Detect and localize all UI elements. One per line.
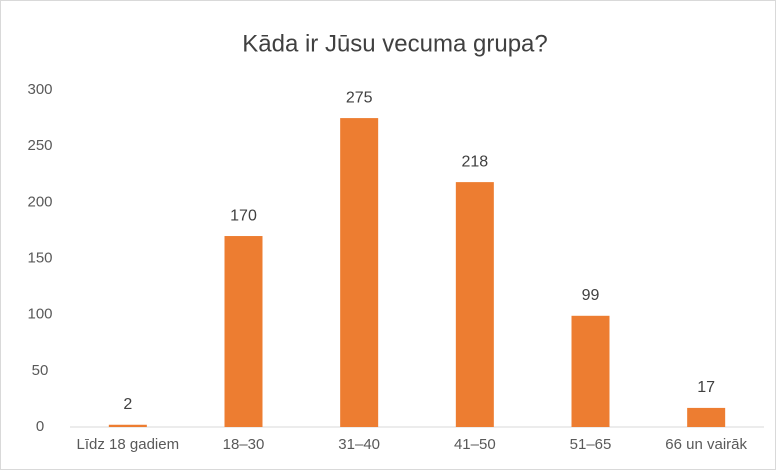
y-tick-label: 250: [27, 137, 52, 154]
bar: [571, 315, 610, 427]
chart-title: Kāda ir Jūsu vecuma grupa?: [242, 30, 548, 57]
x-tick-label: 51–65: [570, 436, 612, 453]
data-label: 17: [697, 379, 715, 396]
x-tick-label: 66 un vairāk: [665, 436, 747, 453]
x-tick-label: 18–30: [223, 436, 265, 453]
x-tick-label: Līdz 18 gadiem: [77, 436, 180, 453]
y-tick-label: 50: [32, 362, 49, 379]
data-label: 218: [461, 153, 488, 170]
x-tick-label: 31–40: [338, 436, 380, 453]
y-tick-label: 100: [27, 306, 52, 323]
data-label: 170: [230, 207, 257, 224]
bar: [687, 407, 726, 427]
bar: [455, 182, 494, 427]
bar: [224, 236, 263, 427]
data-label: 275: [346, 89, 373, 106]
data-label: 99: [582, 287, 600, 304]
data-label: 2: [123, 396, 132, 413]
y-tick-label: 300: [27, 81, 52, 98]
y-tick-label: 150: [27, 249, 52, 266]
bar: [108, 424, 147, 427]
bar: [340, 118, 379, 427]
y-tick-label: 200: [27, 193, 52, 210]
y-tick-label: 0: [36, 418, 44, 435]
x-tick-label: 41–50: [454, 436, 496, 453]
